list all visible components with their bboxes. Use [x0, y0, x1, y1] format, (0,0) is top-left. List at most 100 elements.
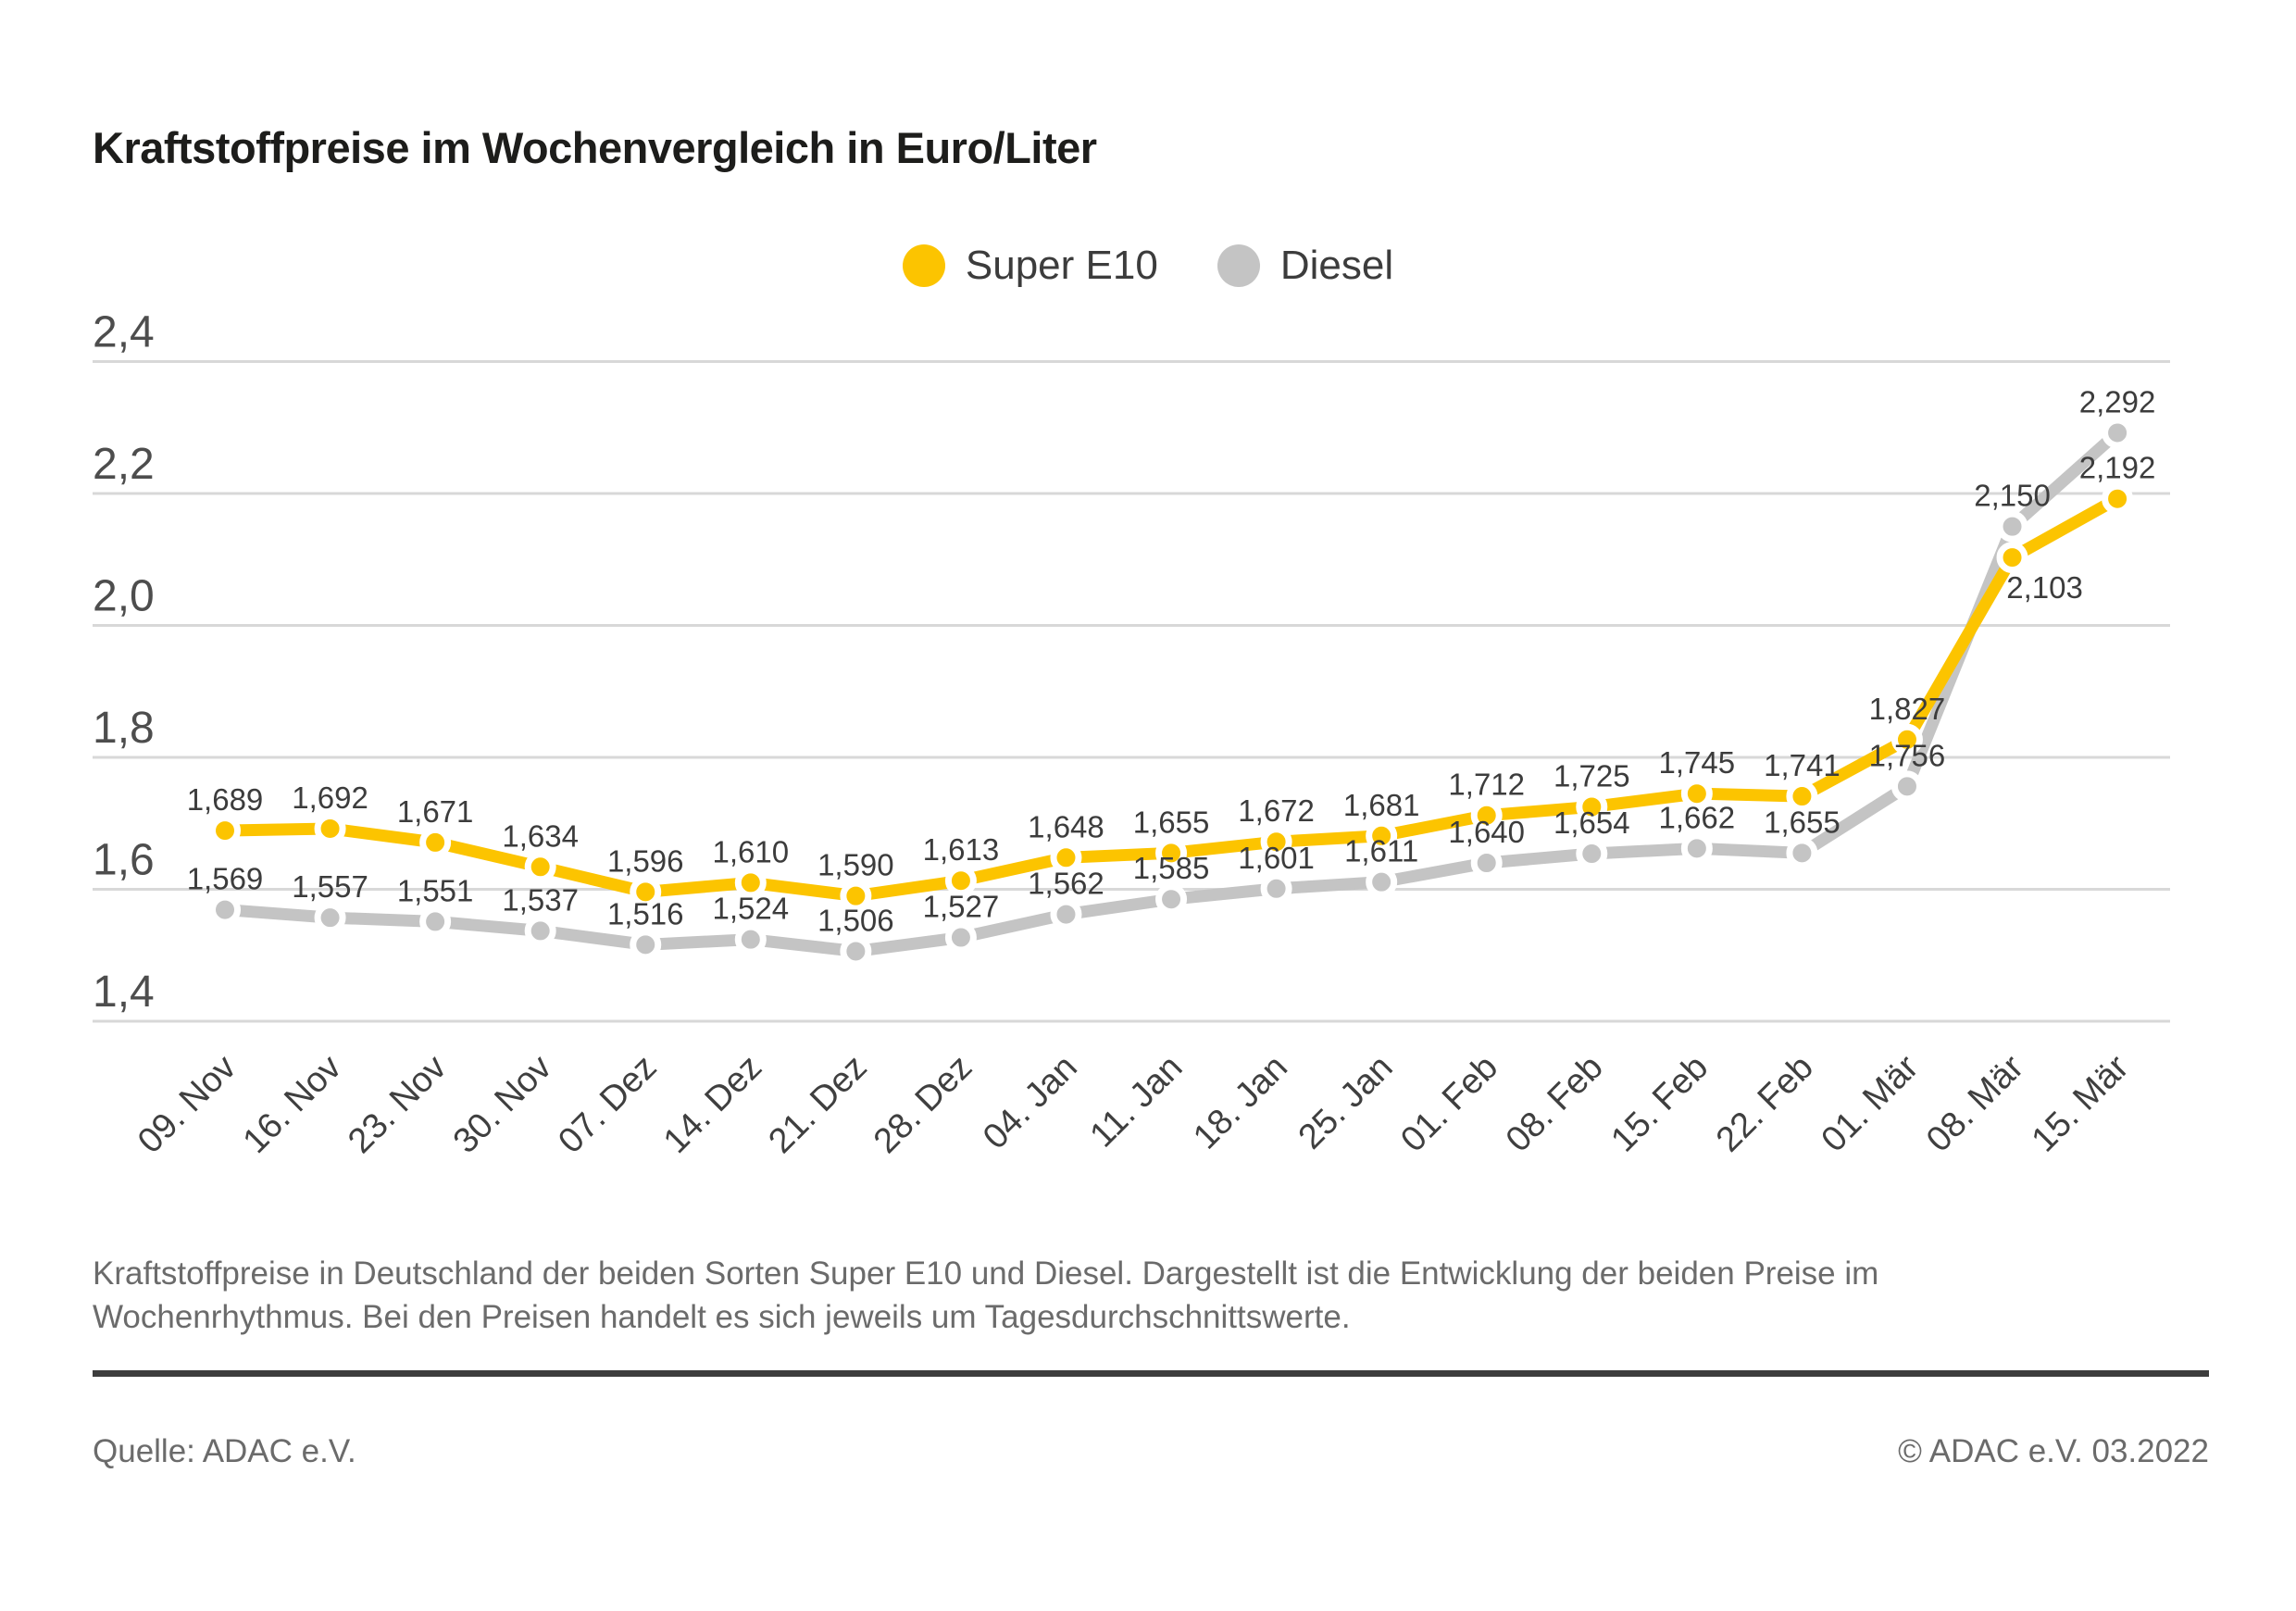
x-tick-label: 09. Nov: [131, 1048, 243, 1161]
data-label: 1,611: [1344, 834, 1418, 868]
diesel-point: [630, 929, 662, 961]
data-label: 1,756: [1869, 738, 1946, 772]
x-tick-label: 23. Nov: [341, 1048, 454, 1161]
data-label: 2,150: [1974, 479, 2051, 513]
data-label: 1,655: [1764, 805, 1841, 839]
diesel-point: [944, 921, 977, 954]
x-tick-label: 15. Feb: [1603, 1048, 1716, 1160]
super-e10-point: [1786, 781, 1818, 813]
diesel-point: [1786, 837, 1818, 869]
data-label: 1,634: [502, 818, 579, 853]
data-label: 1,689: [187, 782, 264, 817]
data-label: 1,527: [923, 890, 1000, 924]
super-e10-point: [419, 826, 452, 858]
super-e10-point: [1680, 778, 1713, 810]
data-label: 1,712: [1448, 768, 1525, 802]
data-label: 1,741: [1764, 748, 1841, 782]
super-e10-point: [1576, 791, 1608, 823]
super-e10-point: [1996, 542, 2028, 574]
data-label: 1,596: [607, 843, 684, 878]
y-tick-label: 1,6: [93, 836, 155, 885]
y-tick-label: 2,0: [93, 572, 155, 621]
diesel-point: [1680, 832, 1713, 865]
source-label: Quelle: ADAC e.V.: [93, 1433, 356, 1469]
super-e10-point: [209, 815, 241, 847]
data-label: 1,671: [397, 794, 474, 829]
super-e10-point: [314, 812, 346, 844]
data-label: 1,745: [1659, 745, 1736, 780]
legend-label-super-e10: Super E10: [965, 243, 1158, 288]
x-tick-label: 16. Nov: [236, 1048, 349, 1161]
data-label: 1,524: [713, 892, 790, 926]
y-tick-label: 2,2: [93, 440, 155, 489]
diesel-point: [840, 935, 872, 968]
copyright-label: © ADAC e.V. 03.2022: [1898, 1433, 2209, 1469]
y-tick-label: 1,4: [93, 968, 155, 1017]
super-e10-point: [630, 876, 662, 908]
super-e10-point: [1260, 826, 1292, 858]
super-e10-point: [1155, 837, 1188, 869]
x-tick-label: 25. Jan: [1292, 1048, 1401, 1157]
data-label: 1,648: [1028, 809, 1104, 843]
diesel-point: [314, 902, 346, 934]
data-label: 1,551: [397, 873, 474, 907]
x-tick-label: 07. Dez: [551, 1048, 664, 1161]
diesel-point: [1155, 883, 1188, 916]
data-label: 2,103: [2006, 570, 2083, 605]
chart-legend: Super E10 Diesel: [0, 243, 2296, 289]
legend-label-diesel: Diesel: [1279, 243, 1394, 288]
x-tick-label: 14. Dez: [656, 1048, 769, 1161]
diesel-point: [1576, 838, 1608, 870]
data-label: 1,562: [1028, 867, 1104, 901]
diesel-point: [1050, 898, 1082, 930]
x-tick-label: 01. Mär: [1815, 1047, 1927, 1159]
data-label: 1,569: [187, 862, 264, 896]
data-label: 1,610: [713, 834, 790, 868]
super-e10-point: [734, 867, 767, 899]
x-tick-label: 08. Mär: [1919, 1047, 2031, 1159]
diesel-point: [1470, 847, 1503, 879]
diesel-point: [2102, 417, 2134, 449]
super-e10-point: [944, 865, 977, 897]
diesel-point: [1890, 770, 1923, 803]
x-tick-label: 22. Feb: [1709, 1048, 1821, 1160]
data-label: 1,725: [1554, 758, 1630, 793]
x-tick-label: 08. Feb: [1499, 1048, 1611, 1160]
data-label: 1,506: [817, 903, 894, 937]
source-row: Quelle: ADAC e.V. © ADAC e.V. 03.2022: [93, 1433, 2209, 1470]
data-label: 1,590: [817, 848, 894, 882]
super-e10-point: [2102, 482, 2134, 515]
diesel-point: [734, 923, 767, 955]
data-label: 1,672: [1238, 793, 1315, 828]
super-e10-point: [524, 851, 556, 883]
data-label: 1,827: [1869, 692, 1946, 726]
diesel-point: [1260, 872, 1292, 905]
data-label: 1,662: [1659, 800, 1736, 834]
super-e10-point: [1890, 723, 1923, 756]
data-label: 1,516: [607, 896, 684, 930]
footer-divider: [93, 1370, 2209, 1377]
x-tick-label: 04. Jan: [976, 1048, 1085, 1157]
super-e10-point: [1366, 819, 1398, 852]
chart-description: Kraftstoffpreise in Deutschland der beid…: [93, 1255, 1879, 1335]
data-label: 1,692: [292, 781, 368, 815]
x-tick-label: 15. Mär: [2025, 1047, 2137, 1159]
diesel-marker-icon: [1217, 244, 1260, 287]
data-label: 2,192: [2079, 451, 2156, 485]
data-label: 1,557: [292, 869, 368, 904]
data-label: 1,585: [1133, 851, 1210, 885]
diesel-point: [1366, 866, 1398, 898]
data-label: 1,681: [1343, 788, 1420, 822]
super-e10-point: [1050, 842, 1082, 874]
legend-item-diesel: Diesel: [1217, 243, 1393, 289]
data-label: 1,655: [1133, 805, 1210, 839]
x-tick-label: 21. Dez: [761, 1048, 874, 1161]
y-tick-label: 2,4: [93, 308, 155, 357]
x-tick-label: 18. Jan: [1186, 1048, 1295, 1157]
x-tick-label: 28. Dez: [867, 1048, 980, 1161]
diesel-point: [209, 893, 241, 926]
data-label: 1,654: [1554, 806, 1630, 840]
data-label: 1,613: [923, 832, 1000, 867]
diesel-point: [524, 915, 556, 947]
